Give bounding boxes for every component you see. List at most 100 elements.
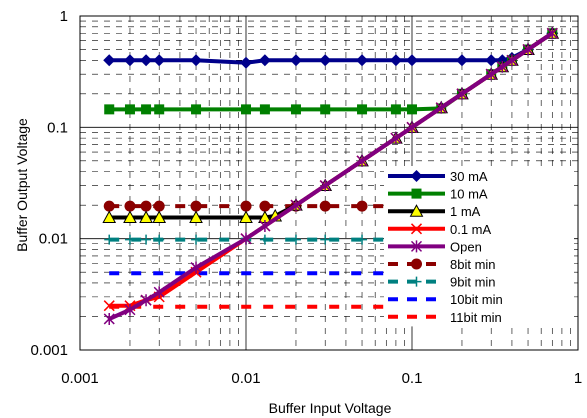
legend-label: 9bit min <box>450 275 496 290</box>
data-point <box>406 121 418 134</box>
legend-entry: 0.1 mA <box>388 222 492 237</box>
data-point <box>406 54 418 67</box>
y-tick-label: 0.001 <box>30 342 68 359</box>
data-point <box>456 87 468 100</box>
data-point <box>356 200 368 212</box>
y-tick-label: 1 <box>60 8 68 25</box>
data-point <box>141 104 152 115</box>
data-point <box>259 219 271 232</box>
data-point <box>290 104 301 115</box>
data-point <box>506 54 518 67</box>
data-point <box>496 60 508 73</box>
data-point <box>410 170 423 182</box>
data-point <box>522 43 534 56</box>
series-layer <box>102 26 560 325</box>
data-point <box>290 234 301 245</box>
data-point <box>289 54 302 67</box>
data-point <box>140 294 152 307</box>
y-axis-label: Buffer Output Voltage <box>14 118 30 252</box>
data-point <box>411 188 422 199</box>
data-point <box>103 300 115 312</box>
data-point <box>390 104 401 115</box>
data-point <box>103 200 115 212</box>
tick-labels: 0.001 0.01 0.1 1 0.001 0.01 0.1 1 <box>30 8 582 387</box>
data-point <box>410 223 423 235</box>
data-point <box>546 27 558 40</box>
legend-label: Open <box>450 239 482 254</box>
legend-label: 8bit min <box>450 257 496 272</box>
data-point <box>241 104 251 115</box>
data-point <box>259 234 270 245</box>
legend-label: 11bit min <box>450 310 502 325</box>
legend-entry: 1 mA <box>388 204 481 219</box>
data-point <box>103 54 116 67</box>
data-point <box>259 200 271 212</box>
data-point <box>389 54 402 67</box>
data-point <box>153 54 166 67</box>
legend-entry: 10 mA <box>388 187 488 202</box>
data-point <box>123 210 137 223</box>
series-8bit-min <box>103 200 402 212</box>
data-point <box>356 54 369 67</box>
data-point <box>140 200 152 212</box>
legend-entry: 30 mA <box>388 169 488 184</box>
data-point <box>319 54 332 67</box>
data-point <box>435 101 447 114</box>
legend-entry: 10bit min <box>388 292 503 307</box>
data-point <box>290 199 302 212</box>
data-point <box>153 286 165 299</box>
data-point <box>154 234 165 245</box>
data-point <box>411 276 422 287</box>
data-point <box>191 234 202 245</box>
data-point <box>104 104 115 115</box>
data-point <box>320 104 331 115</box>
data-point <box>357 234 368 245</box>
data-point <box>485 68 497 81</box>
data-point <box>240 232 252 245</box>
legend-entry: 11bit min <box>388 310 502 325</box>
data-point <box>455 54 468 67</box>
data-point <box>259 104 270 115</box>
data-point <box>409 204 424 217</box>
data-point <box>123 54 136 67</box>
plot-frame <box>79 15 579 351</box>
legend-label: 1 mA <box>450 204 481 219</box>
legend-entry: 8bit min <box>388 257 496 272</box>
data-point <box>191 104 202 115</box>
data-point <box>411 258 422 270</box>
data-point <box>240 200 252 212</box>
data-point <box>152 210 167 223</box>
x-axis-label: Buffer Input Voltage <box>269 400 392 416</box>
data-point <box>190 200 202 212</box>
data-point <box>356 154 368 167</box>
legend-label: 10bit min <box>450 292 503 307</box>
legend-entry: Open <box>388 239 482 254</box>
data-point <box>102 210 117 223</box>
series-open <box>103 27 558 325</box>
data-point <box>410 240 423 253</box>
data-point <box>239 210 253 223</box>
data-point <box>103 312 115 325</box>
legend: 30 mA 10 mA 1 mA 0.1 mA Open 8bit min 9bit min… <box>384 166 574 327</box>
data-point <box>390 132 402 145</box>
data-point <box>139 210 153 223</box>
data-point <box>104 234 115 245</box>
data-point <box>124 200 136 212</box>
data-point <box>319 179 331 192</box>
data-point <box>240 56 252 69</box>
data-point <box>190 261 202 274</box>
data-point <box>407 104 417 115</box>
x-tick-label: 0.01 <box>231 370 260 387</box>
data-point <box>124 234 135 245</box>
data-point <box>141 234 152 245</box>
data-point <box>319 200 331 212</box>
data-point <box>485 54 498 67</box>
data-point <box>320 234 331 245</box>
data-point <box>140 54 153 67</box>
data-point <box>258 54 271 67</box>
data-point <box>189 210 203 223</box>
x-tick-label: 1 <box>574 370 582 387</box>
x-tick-label: 0.001 <box>61 370 99 387</box>
data-point <box>154 104 165 115</box>
